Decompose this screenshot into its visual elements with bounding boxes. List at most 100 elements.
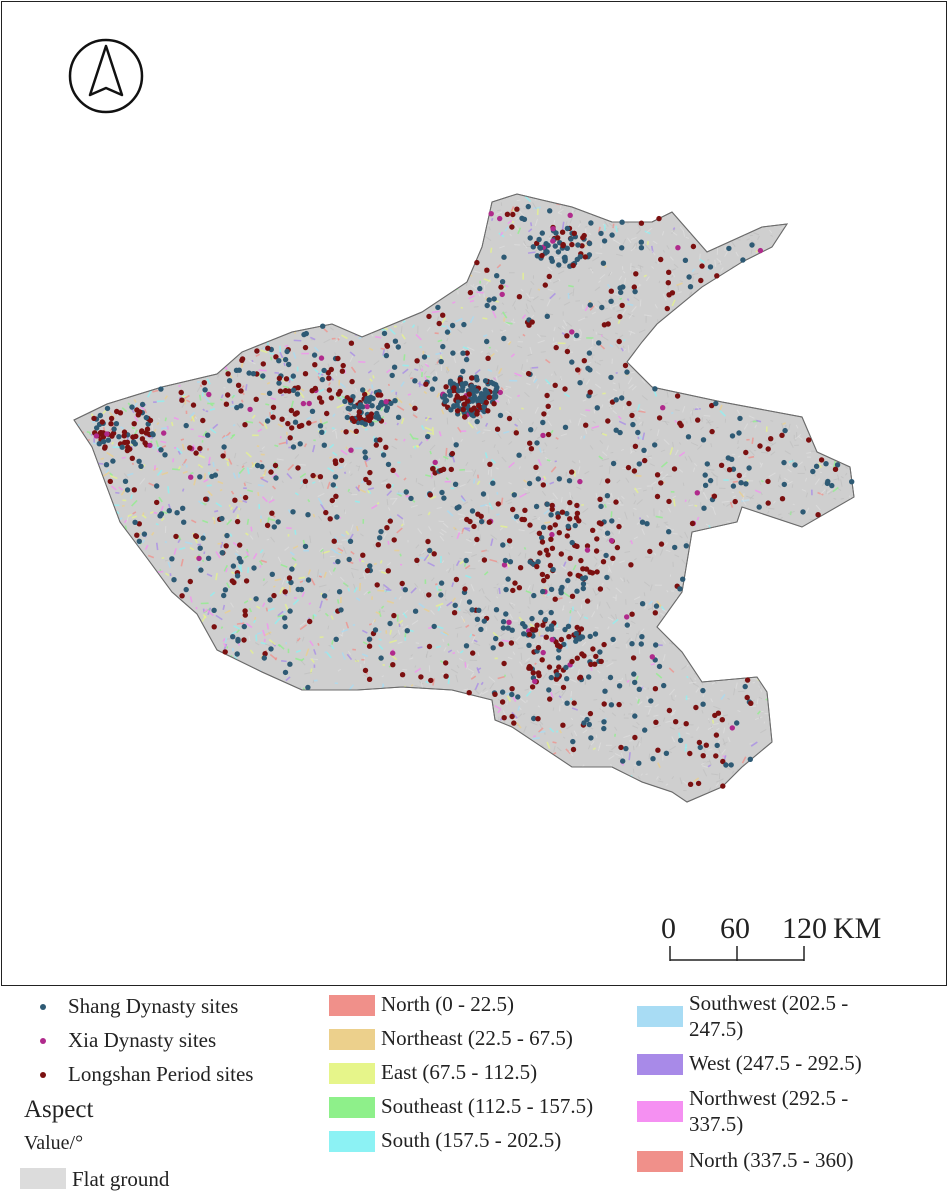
aspect-texture-stroke (366, 745, 368, 748)
aspect-texture-stroke (112, 786, 115, 791)
aspect-texture-stroke (806, 272, 812, 273)
aspect-texture-stroke (702, 553, 706, 558)
aspect-texture-stroke (218, 239, 219, 244)
aspect-texture-stroke (672, 619, 673, 622)
aspect-texture-stroke (137, 779, 138, 784)
aspect-texture-stroke (197, 312, 202, 314)
aspect-texture-stroke (275, 786, 280, 790)
aspect-texture-stroke (142, 687, 148, 690)
aspect-texture-stroke (484, 430, 491, 431)
aspect-texture-stroke (427, 780, 431, 786)
aspect-texture-stroke (720, 298, 722, 303)
aspect-texture-stroke (84, 663, 88, 667)
aspect-texture-stroke (101, 397, 104, 403)
aspect-texture-stroke (338, 257, 341, 261)
aspect-texture-stroke (332, 428, 335, 429)
aspect-texture-stroke (716, 427, 718, 428)
aspect-texture-stroke (737, 282, 738, 286)
aspect-texture-stroke (169, 243, 171, 247)
aspect-texture-stroke (698, 581, 705, 584)
aspect-texture-stroke (769, 294, 770, 299)
aspect-texture-stroke (148, 761, 151, 763)
aspect-texture-stroke (538, 784, 539, 786)
aspect-texture-stroke (818, 672, 820, 675)
aspect-texture-stroke (430, 248, 432, 254)
aspect-texture-stroke (129, 196, 132, 197)
aspect-texture-stroke (780, 567, 782, 570)
aspect-texture-stroke (160, 716, 162, 717)
aspect-texture-stroke (849, 272, 850, 279)
aspect-texture-stroke (512, 221, 514, 222)
aspect-texture-stroke (287, 432, 288, 436)
aspect-texture-stroke (74, 720, 77, 724)
aspect-texture-stroke (816, 549, 817, 557)
aspect-texture-stroke (736, 607, 737, 612)
aspect-texture-stroke (298, 272, 301, 274)
aspect-texture-stroke (820, 611, 821, 614)
aspect-texture-stroke (613, 798, 618, 803)
aspect-texture-stroke (374, 706, 376, 712)
aspect-texture-stroke (381, 330, 385, 331)
aspect-texture-stroke (740, 575, 741, 577)
aspect-texture-stroke (834, 644, 836, 647)
aspect-texture-stroke (821, 703, 825, 707)
aspect-texture-stroke (784, 668, 789, 669)
aspect-texture-stroke (101, 720, 107, 721)
aspect-texture-stroke (814, 284, 818, 286)
aspect-texture-stroke (603, 790, 608, 793)
aspect-texture-stroke (213, 462, 214, 467)
aspect-texture-stroke (390, 797, 393, 804)
aspect-texture-stroke (381, 772, 385, 776)
aspect-texture-stroke (746, 220, 748, 222)
aspect-texture-stroke (148, 348, 151, 349)
aspect-texture-stroke (779, 394, 781, 397)
aspect-texture-stroke (172, 729, 177, 730)
aspect-texture-stroke (751, 541, 753, 542)
aspect-texture-stroke (379, 306, 381, 313)
aspect-texture-stroke (308, 701, 312, 702)
aspect-texture-stroke (80, 376, 85, 378)
aspect-texture-stroke (387, 220, 388, 224)
aspect-texture-stroke (74, 605, 78, 606)
aspect-texture-stroke (79, 613, 85, 615)
aspect-texture-stroke (95, 199, 96, 203)
aspect-texture-stroke (860, 768, 862, 772)
aspect-texture-stroke (319, 576, 322, 577)
aspect-texture-stroke (741, 349, 743, 354)
aspect-texture-stroke (820, 752, 821, 758)
aspect-texture-stroke (839, 201, 841, 206)
aspect-texture-stroke (165, 369, 171, 373)
aspect-texture-stroke (810, 225, 811, 233)
aspect-texture-stroke (459, 608, 460, 611)
aspect-texture-stroke (117, 197, 120, 198)
aspect-texture-stroke (142, 304, 144, 305)
aspect-texture-stroke (815, 418, 819, 423)
aspect-texture-stroke (852, 324, 859, 328)
aspect-texture-stroke (786, 425, 787, 427)
aspect-texture-stroke (622, 678, 623, 680)
aspect-texture-stroke (172, 359, 176, 360)
aspect-texture-stroke (251, 313, 254, 314)
aspect-texture-stroke (377, 503, 379, 504)
aspect-texture-stroke (385, 281, 387, 285)
aspect-texture-stroke (158, 209, 160, 213)
aspect-texture-stroke (452, 740, 458, 744)
aspect-texture-stroke (722, 279, 724, 282)
aspect-texture-stroke (707, 551, 710, 553)
aspect-texture-stroke (373, 250, 376, 252)
aspect-texture-stroke (146, 292, 153, 295)
aspect-texture-stroke (769, 197, 772, 200)
aspect-texture-stroke (84, 542, 87, 545)
aspect-texture-stroke (414, 216, 420, 218)
aspect-texture-stroke (856, 253, 859, 254)
aspect-texture-stroke (727, 230, 733, 235)
aspect-texture-stroke (752, 633, 756, 637)
aspect-texture-stroke (185, 781, 187, 788)
aspect-texture-stroke (349, 241, 351, 242)
aspect-texture-stroke (142, 597, 143, 604)
aspect-texture-stroke (734, 661, 737, 668)
aspect-texture-stroke (264, 319, 269, 320)
aspect-texture-stroke (772, 203, 776, 208)
aspect-texture-stroke (91, 499, 93, 500)
aspect-texture-stroke (71, 274, 74, 281)
